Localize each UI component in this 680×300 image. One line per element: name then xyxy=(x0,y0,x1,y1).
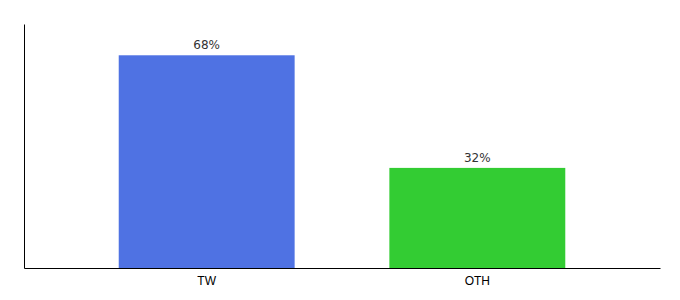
data-label: 68% xyxy=(193,38,220,52)
x-axis: TW OTH xyxy=(25,269,661,288)
plot: TW OTH 68% 32% xyxy=(25,25,661,288)
x-tick-label: OTH xyxy=(465,274,490,288)
data-labels: 68% 32% xyxy=(193,38,490,165)
y-axis-line xyxy=(24,25,25,269)
y-axis xyxy=(24,25,25,269)
x-axis-line xyxy=(25,268,661,269)
bar xyxy=(389,168,565,268)
bar xyxy=(119,55,295,268)
x-tick-label: TW xyxy=(197,274,216,288)
chart: TW OTH 68% 32% xyxy=(0,0,680,300)
bars xyxy=(119,55,566,268)
x-tick: TW xyxy=(197,274,216,288)
x-tick: OTH xyxy=(465,274,490,288)
data-label: 32% xyxy=(464,151,491,165)
